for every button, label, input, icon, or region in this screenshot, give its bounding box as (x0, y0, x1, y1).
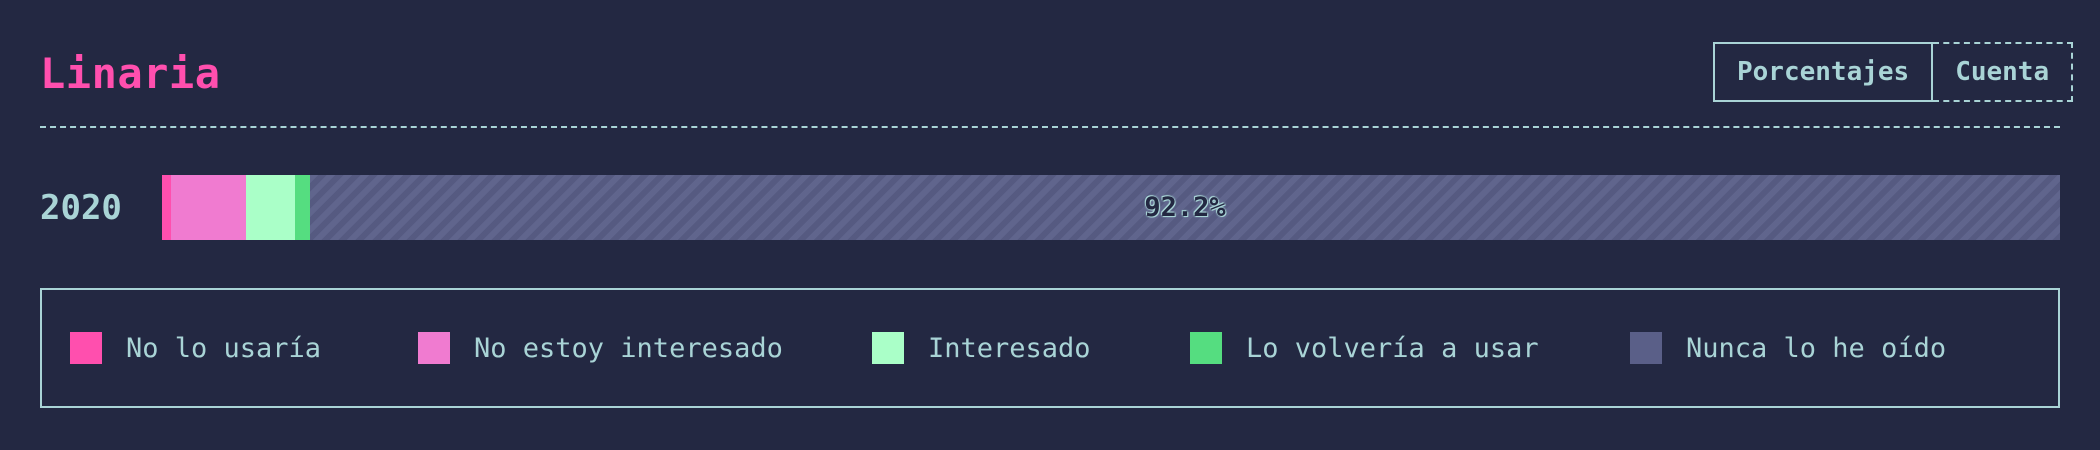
header-divider (40, 126, 2060, 128)
bar-segment-lo-volveria-a-usar[interactable] (295, 175, 310, 240)
count-button[interactable]: Cuenta (1933, 42, 2073, 102)
bar-segment-nunca-lo-he-oido[interactable] (310, 175, 2060, 240)
legend-swatch (70, 332, 102, 364)
legend-swatch (1190, 332, 1222, 364)
legend-swatch (418, 332, 450, 364)
legend-item-nunca-lo-he-oido[interactable]: Nunca lo he oído (1630, 290, 1946, 406)
legend-label: No estoy interesado (474, 333, 783, 364)
bar-segment-no-lo-usaria[interactable] (162, 175, 171, 240)
legend-item-no-estoy-interesado[interactable]: No estoy interesado (418, 290, 783, 406)
legend-item-no-lo-usaria[interactable]: No lo usaría (70, 290, 321, 406)
legend-label: Lo volvería a usar (1246, 333, 1539, 364)
legend-swatch (872, 332, 904, 364)
year-label: 2020 (40, 183, 122, 233)
unit-toggle: Porcentajes Cuenta (1713, 42, 2073, 102)
legend-label: Interesado (928, 333, 1091, 364)
stacked-bar: 92.2% (162, 175, 2060, 240)
bar-segment-interesado[interactable] (246, 175, 295, 240)
bar-segment-no-estoy-interesado[interactable] (171, 175, 246, 240)
legend-label: No lo usaría (126, 333, 321, 364)
legend-item-interesado[interactable]: Interesado (872, 290, 1091, 406)
legend-swatch (1630, 332, 1662, 364)
percentages-button[interactable]: Porcentajes (1713, 42, 1933, 102)
legend-item-lo-volveria-a-usar[interactable]: Lo volvería a usar (1190, 290, 1539, 406)
legend-label: Nunca lo he oído (1686, 333, 1946, 364)
legend: No lo usaría No estoy interesado Interesad… (40, 288, 2060, 408)
chart-title: Linaria (40, 44, 221, 104)
